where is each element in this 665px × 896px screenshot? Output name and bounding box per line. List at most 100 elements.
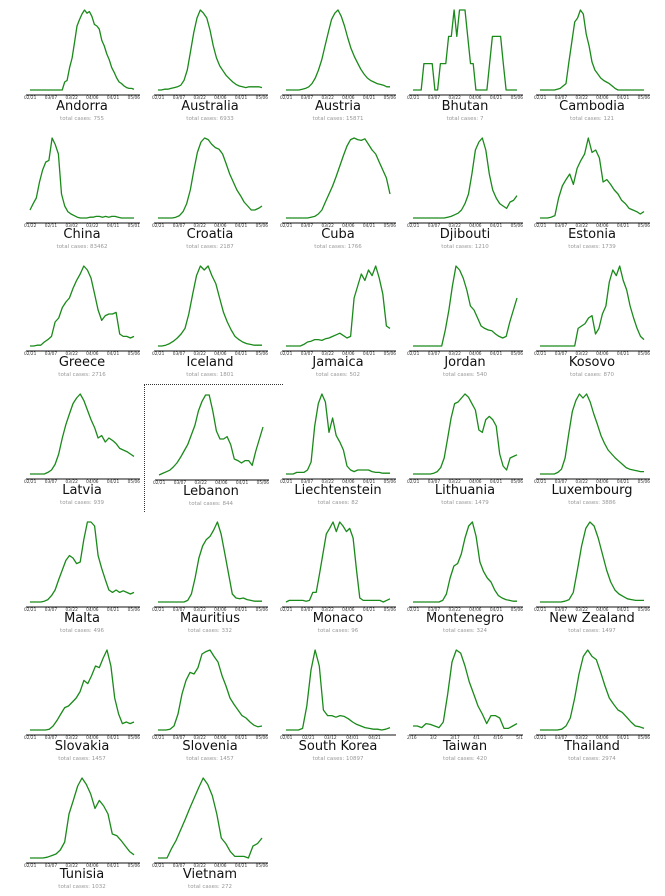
chart-panel-jordan[interactable]: 02/21 03/07 03/22 04/06 04/21 05/06 Jordan tota… bbox=[405, 256, 538, 384]
x-tick-label: 02/21 bbox=[534, 96, 547, 101]
total-cases: total cases: 2716 bbox=[22, 372, 142, 379]
total-cases: total cases: 1210 bbox=[405, 244, 525, 251]
total-cases-value: 3886 bbox=[601, 500, 616, 506]
chart-panel-greece[interactable]: 02/21 03/07 03/22 04/06 04/21 05/06 Greece tota… bbox=[22, 256, 155, 384]
x-tick-label: 04/21 bbox=[106, 864, 120, 869]
chart-panel-china[interactable]: 01/22 02/11 03/02 03/22 04/11 05/01 China total… bbox=[22, 128, 155, 256]
chart-panel-lebanon[interactable]: 02/21 03/07 03/22 04/06 04/21 05/06 Lebanon tot… bbox=[144, 384, 283, 512]
chart-panel-liechtenstein[interactable]: 02/21 03/07 03/22 04/06 04/21 05/06 Liechtenst… bbox=[278, 384, 411, 512]
chart-panel-kosovo[interactable]: 02/21 03/07 03/22 04/06 04/21 05/06 Kosovo tota… bbox=[532, 256, 665, 384]
total-cases-value: 870 bbox=[603, 372, 614, 378]
x-tick-label: 03/07 bbox=[44, 96, 58, 101]
total-cases-value: 420 bbox=[476, 756, 487, 762]
chart-panel-luxembourg[interactable]: 02/21 03/07 03/22 04/06 04/21 05/06 Luxembourg… bbox=[532, 384, 665, 512]
x-tick-label: 02/21 bbox=[302, 736, 315, 741]
x-tick-label: 03/22 bbox=[575, 96, 588, 101]
series-line bbox=[286, 265, 391, 347]
x-tick-labels: 02/21 03/07 03/22 04/06 04/21 05/06 bbox=[24, 352, 140, 358]
chart-panel-cuba[interactable]: 02/21 03/07 03/22 04/06 04/21 05/06 Cuba total … bbox=[278, 128, 411, 256]
x-tick-label: 02/01 bbox=[280, 736, 293, 741]
x-tick-labels: 02/21 03/07 03/22 04/06 04/21 05/06 bbox=[152, 96, 268, 102]
x-tick-label: 03/07 bbox=[554, 480, 568, 485]
x-tick-labels: 02/21 03/07 03/22 04/06 04/21 05/06 bbox=[407, 352, 523, 358]
series-line bbox=[286, 393, 390, 475]
country-name: Luxembourg bbox=[551, 483, 633, 498]
chart-panel-slovenia[interactable]: 02/21 03/07 03/22 04/06 04/21 05/06 Slovenia to… bbox=[150, 640, 283, 768]
x-tick-labels: 02/21 03/07 03/22 04/06 04/21 05/06 bbox=[152, 608, 268, 614]
line-plot bbox=[22, 768, 155, 868]
x-tick-label: 05/06 bbox=[127, 96, 140, 101]
line-plot bbox=[151, 385, 284, 485]
total-cases-value: 2974 bbox=[601, 756, 616, 762]
chart-panel-south-korea[interactable]: 02/01 02/21 03/12 04/01 04/21 South Korea tot… bbox=[278, 640, 411, 768]
x-tick-label: 05/06 bbox=[383, 96, 396, 101]
chart-panel-vietnam[interactable]: 02/21 03/07 03/22 04/06 04/21 05/06 Vietnam tot… bbox=[150, 768, 283, 896]
chart-panel-taiwan[interactable]: 2/16 3/2 3/17 4/1 4/16 5/1 Taiwan total cases: 4… bbox=[405, 640, 538, 768]
chart-panel-monaco[interactable]: 02/21 03/07 03/22 04/06 04/21 05/06 Monaco tota… bbox=[278, 512, 411, 640]
series-line bbox=[30, 265, 135, 347]
chart-panel-latvia[interactable]: 02/21 03/07 03/22 04/06 04/21 05/06 Latvia tota… bbox=[22, 384, 155, 512]
total-cases-label: total cases: bbox=[186, 372, 218, 378]
chart-panel-tunisia[interactable]: 02/21 03/07 03/22 04/06 04/21 05/06 Tunisia tot… bbox=[22, 768, 155, 896]
x-tick-label: 04/21 bbox=[368, 736, 381, 741]
x-tick-label: 04/21 bbox=[234, 608, 248, 613]
total-cases-value: 1457 bbox=[219, 756, 234, 762]
x-tick-labels: 02/21 03/07 03/22 04/06 04/21 05/06 bbox=[24, 96, 140, 102]
x-tick-label: 03/07 bbox=[427, 96, 441, 101]
series-line bbox=[158, 649, 263, 731]
chart-panel-croatia[interactable]: 02/21 03/07 03/22 04/06 04/21 05/06 Croatia tot… bbox=[150, 128, 283, 256]
x-tick-label: 04/06 bbox=[214, 864, 227, 869]
x-tick-label: 03/22 bbox=[448, 96, 461, 101]
x-tick-label: 05/06 bbox=[510, 608, 523, 613]
x-tick-label: 02/21 bbox=[534, 224, 547, 229]
line-plot bbox=[532, 128, 665, 228]
chart-panel-bhutan[interactable]: 02/21 03/07 03/22 04/06 04/21 05/06 Bhutan tota… bbox=[405, 0, 538, 128]
x-tick-label: 03/07 bbox=[427, 224, 441, 229]
x-tick-label: 02/21 bbox=[407, 224, 420, 229]
x-tick-label: 04/06 bbox=[86, 864, 99, 869]
x-tick-labels: 02/21 03/07 03/22 04/06 04/21 05/06 bbox=[534, 480, 650, 486]
total-cases: total cases: 324 bbox=[405, 628, 525, 635]
total-cases-label: total cases: bbox=[58, 884, 90, 890]
chart-panel-montenegro[interactable]: 02/21 03/07 03/22 04/06 04/21 05/06 Montenegro… bbox=[405, 512, 538, 640]
chart-panel-estonia[interactable]: 02/21 03/07 03/22 04/06 04/21 05/06 Estonia tot… bbox=[532, 128, 665, 256]
x-tick-labels: 02/21 03/07 03/22 04/06 04/21 05/06 bbox=[24, 736, 140, 742]
chart-panel-jamaica[interactable]: 02/21 03/07 03/22 04/06 04/21 05/06 Jamaica tot… bbox=[278, 256, 411, 384]
line-plot bbox=[150, 256, 283, 356]
chart-panel-new-zealand[interactable]: 02/21 03/07 03/22 04/06 04/21 05/06 New Zealan… bbox=[532, 512, 665, 640]
chart-panel-slovakia[interactable]: 02/21 03/07 03/22 04/06 04/21 05/06 Slovakia to… bbox=[22, 640, 155, 768]
x-tick-label: 04/06 bbox=[596, 480, 609, 485]
country-name: Greece bbox=[58, 355, 106, 370]
chart-panel-cambodia[interactable]: 02/21 03/07 03/22 04/06 04/21 05/06 Cambodia to… bbox=[532, 0, 665, 128]
chart-panel-thailand[interactable]: 02/21 03/07 03/22 04/06 04/21 05/06 Thailand to… bbox=[532, 640, 665, 768]
chart-panel-iceland[interactable]: 02/21 03/07 03/22 04/06 04/21 05/06 Iceland tot… bbox=[150, 256, 283, 384]
chart-panel-malta[interactable]: 02/21 03/07 03/22 04/06 04/21 05/06 Malta total… bbox=[22, 512, 155, 640]
chart-panel-mauritius[interactable]: 02/21 03/07 03/22 04/06 04/21 05/06 Mauritius t… bbox=[150, 512, 283, 640]
chart-panel-austria[interactable]: 02/21 03/07 03/22 04/06 04/21 05/06 Austria tot… bbox=[278, 0, 411, 128]
chart-panel-lithuania[interactable]: 02/21 03/07 03/22 04/06 04/21 05/06 Lithuania t… bbox=[405, 384, 538, 512]
total-cases: total cases: 1739 bbox=[532, 244, 652, 251]
country-name: Latvia bbox=[62, 483, 102, 498]
total-cases: total cases: 1032 bbox=[22, 884, 142, 891]
x-tick-label: 05/06 bbox=[383, 480, 396, 485]
total-cases: total cases: 96 bbox=[278, 628, 398, 635]
x-tick-label: 05/06 bbox=[510, 352, 523, 357]
series-line bbox=[30, 9, 135, 91]
total-cases-label: total cases: bbox=[443, 372, 475, 378]
chart-panel-australia[interactable]: 02/21 03/07 03/22 04/06 04/21 05/06 Australia t… bbox=[150, 0, 283, 128]
total-cases-label: total cases: bbox=[446, 116, 479, 122]
total-cases-value: 1210 bbox=[474, 244, 489, 250]
country-name: Montenegro bbox=[425, 611, 504, 626]
x-tick-label: 03/07 bbox=[172, 224, 186, 229]
chart-panel-andorra[interactable]: 02/21 03/07 03/22 04/06 04/21 05/06 Andorra tot… bbox=[22, 0, 155, 128]
x-tick-label: 03/22 bbox=[65, 736, 78, 741]
x-tick-label: 03/07 bbox=[554, 352, 568, 357]
x-tick-label: 03/22 bbox=[65, 864, 78, 869]
total-cases-label: total cases: bbox=[317, 628, 350, 634]
line-plot bbox=[405, 512, 538, 612]
country-name: Iceland bbox=[186, 355, 234, 370]
x-tick-label: 03/22 bbox=[448, 352, 461, 357]
chart-panel-djibouti[interactable]: 02/21 03/07 03/22 04/06 04/21 05/06 Djibouti to… bbox=[405, 128, 538, 256]
total-cases-label: total cases: bbox=[441, 244, 473, 250]
series-line bbox=[540, 649, 645, 731]
